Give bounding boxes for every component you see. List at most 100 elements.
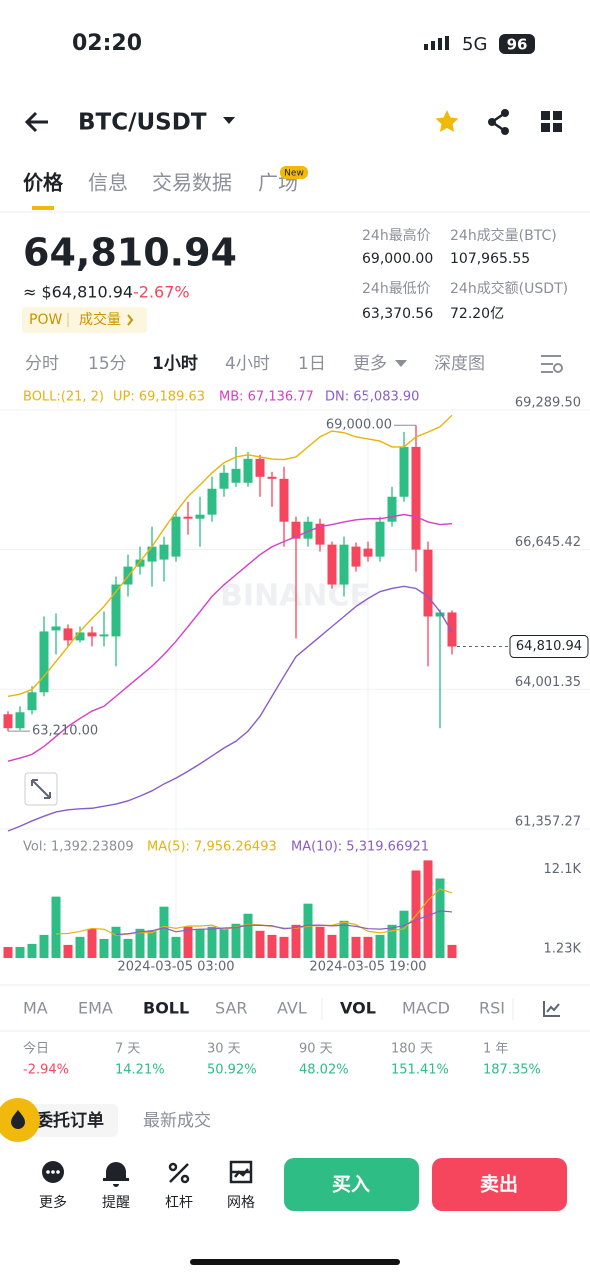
candle-body: [375, 521, 385, 557]
indicator[interactable]: SAR: [215, 999, 248, 1018]
stat-value: 72.20亿: [450, 306, 504, 322]
interval[interactable]: 1日: [298, 354, 326, 374]
volume-bar: [387, 924, 397, 958]
indicator[interactable]: EMA: [78, 999, 113, 1018]
pair[interactable]: BTC/USDT: [78, 110, 207, 136]
x-tick-label: 2024-03-05 19:00: [309, 960, 426, 975]
volume-bar: [135, 928, 145, 958]
tool-label: 杠杆: [165, 1195, 193, 1211]
volume-bar: [15, 946, 25, 958]
stat-value: 69,000.00: [362, 251, 433, 267]
order-tab[interactable]: 委托订单: [35, 1110, 104, 1131]
perf-value: 14.21%: [115, 1063, 165, 1078]
menu[interactable]: [541, 111, 562, 132]
candle-body: [219, 472, 229, 489]
legend: MA(10): 5,319.66921: [291, 840, 429, 855]
icon-alert[interactable]: [103, 1162, 129, 1187]
interval[interactable]: 15分: [88, 354, 127, 374]
tool-label: 提醒: [102, 1195, 130, 1211]
candle-body: [159, 544, 169, 560]
volume-bar: [51, 896, 61, 958]
indicator[interactable]: VOL: [340, 999, 376, 1018]
back-button[interactable]: [24, 111, 48, 133]
indicator-line: [115, 910, 453, 936]
volume-bar: [75, 936, 85, 958]
interval[interactable]: 4小时: [225, 354, 270, 374]
volume-bar: [147, 930, 157, 958]
indicator-line: [7, 414, 453, 697]
volume-bar: [255, 930, 265, 958]
volume-bar: [171, 936, 181, 958]
indicator[interactable]: MA: [23, 999, 48, 1018]
interval[interactable]: 分时: [25, 354, 59, 374]
tab[interactable]: 交易数据: [152, 171, 232, 195]
perf-label: 7 天: [115, 1042, 140, 1057]
indicator[interactable]: MACD: [402, 999, 450, 1018]
tab[interactable]: 价格: [23, 171, 64, 195]
favorite[interactable]: [435, 110, 459, 132]
candle-body: [279, 478, 289, 522]
buy-button[interactable]: [284, 1158, 419, 1211]
volume-bar: [63, 944, 73, 958]
interval[interactable]: 更多: [353, 354, 387, 374]
signal-icon: [424, 36, 449, 50]
stat-label: 24h最低价: [362, 281, 431, 297]
indicator[interactable]: BOLL: [143, 999, 189, 1018]
sell-button[interactable]: [432, 1158, 567, 1211]
y-tick-label: 61,357.27: [515, 815, 581, 830]
change: -2.67%: [133, 283, 190, 302]
candle-body: [171, 516, 181, 557]
new-badge-bg: [280, 166, 308, 179]
y-tick-label: 64,001.35: [515, 675, 581, 690]
order-tab[interactable]: 最新成交: [143, 1111, 211, 1131]
legend: MB: 67,136.77: [219, 390, 314, 405]
share[interactable]: [488, 109, 509, 135]
vol-label: Vol: 1,392.23809: [23, 840, 134, 855]
annotation: 69,000.00: [326, 418, 392, 433]
candle-body: [231, 468, 241, 483]
indicator-line: [7, 585, 453, 832]
tab-indicator: [32, 206, 54, 210]
icon-grid[interactable]: [229, 1160, 253, 1184]
volume-bar: [39, 934, 49, 958]
indicator[interactable]: RSI: [479, 999, 505, 1018]
legend: DN: 65,083.90: [325, 390, 419, 405]
tag-bg[interactable]: [22, 307, 147, 333]
candle-body: [75, 632, 85, 641]
tag: 成交量: [79, 311, 121, 328]
candle-body: [39, 631, 49, 693]
icon-leverage[interactable]: [168, 1162, 190, 1184]
chart-settings[interactable]: [541, 355, 563, 373]
network: 5G: [462, 34, 487, 55]
perf-value: 187.35%: [483, 1063, 541, 1078]
price-panel: 64,810.94 ≈ $64,810.94 -2.67% POW 成交量 24…: [22, 227, 568, 333]
volume-chart: 1.23K 12.1K: [3, 860, 581, 958]
volume-bar: [87, 928, 97, 958]
tab-bg: [20, 1104, 118, 1137]
indicator-label: BOLL:(21, 2): [23, 390, 104, 405]
perf-value: 151.41%: [391, 1063, 449, 1078]
candle-body: [255, 458, 265, 477]
indicator[interactable]: AVL: [277, 999, 307, 1018]
volume-bar: [327, 934, 337, 958]
order-tabs: 委托订单 最新成交: [0, 1098, 211, 1142]
battery: [499, 34, 535, 54]
indicator-settings[interactable]: [543, 1001, 560, 1017]
legend: MA(5): 7,956.26493: [147, 840, 277, 855]
candle-body: [291, 521, 301, 539]
legend: UP: 69,189.63: [113, 390, 205, 405]
candle-body: [435, 612, 445, 617]
perf-label: 90 天: [299, 1042, 333, 1057]
volume-bar: [339, 920, 349, 958]
interval[interactable]: 深度图: [434, 354, 485, 374]
interval[interactable]: 1小时: [152, 354, 198, 374]
price-chart: 61,357.27 64,001.35 66,645.42 69,289.50 2024…: [0, 390, 590, 975]
pair-caret[interactable]: [223, 117, 235, 124]
tab[interactable]: 信息: [88, 171, 128, 195]
volume-bar: [183, 926, 193, 958]
perf-value: 48.02%: [299, 1063, 349, 1078]
candle-body: [327, 544, 337, 585]
volume-bar: [291, 924, 301, 958]
stat-label: 24h最高价: [362, 227, 431, 244]
